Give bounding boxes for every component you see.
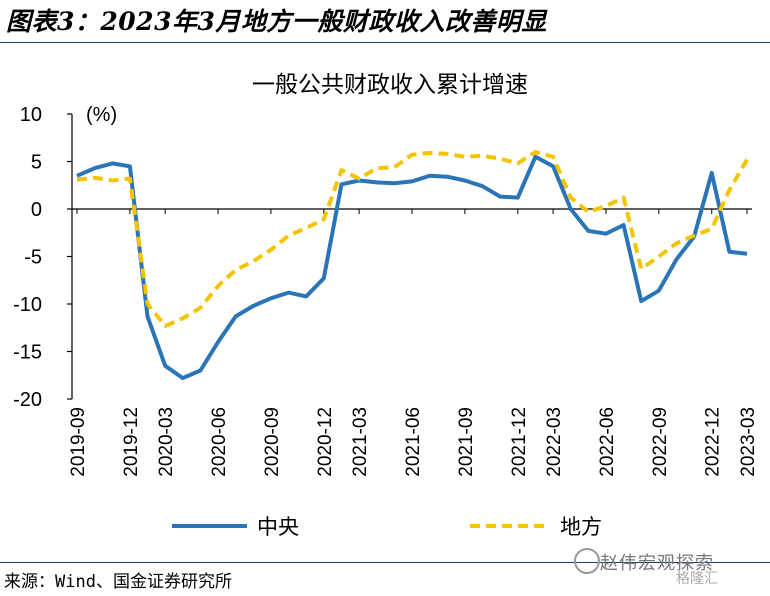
line-chart: 一般公共财政收入累计增速 (%) 10 5 0 -5 -10 -15 -20 2019-09… — [13, 72, 759, 539]
source-note: 来源：Wind、国金证券研究所 — [4, 572, 232, 592]
x-tick-label: 2021-09 — [456, 407, 477, 477]
figure-title: 图表3：2023年3月地方一般财政收入改善明显 — [6, 7, 547, 36]
x-tick-label: 2019-12 — [121, 407, 142, 477]
x-tick-label: 2022-12 — [703, 407, 724, 477]
series-line-local — [76, 150, 749, 328]
wechat-icon — [574, 548, 600, 574]
watermark-small: 格隆汇 — [676, 571, 718, 587]
x-tick-label: 2020-03 — [156, 407, 177, 477]
x-tick-label: 2021-12 — [509, 407, 530, 477]
x-tick-label: 2020-06 — [209, 407, 230, 477]
y-tick-label: 0 — [31, 199, 42, 221]
x-tick-label: 2020-09 — [262, 407, 283, 477]
watermark: 赵伟宏观探索 — [600, 553, 714, 574]
y-tick-label: -15 — [13, 342, 42, 364]
y-tick-label: -5 — [24, 247, 42, 269]
chart-title: 一般公共财政收入累计增速 — [252, 72, 528, 98]
y-tick-label: 10 — [20, 104, 42, 126]
series-line-central — [76, 154, 748, 381]
legend-label-central: 中央 — [257, 515, 299, 539]
x-tick-label: 2023-03 — [738, 407, 759, 477]
x-tick-label: 2022-09 — [650, 407, 671, 477]
header-rule — [0, 42, 770, 43]
y-unit-label: (%) — [86, 104, 117, 126]
x-tick-label: 2020-12 — [315, 407, 336, 477]
legend-label-local: 地方 — [560, 515, 602, 539]
x-tick-label: 2019-09 — [68, 407, 89, 477]
x-tick-label: 2022-03 — [544, 407, 565, 477]
y-tick-label: 5 — [31, 152, 42, 174]
y-tick-label: -10 — [13, 294, 42, 316]
footer-rule — [0, 562, 770, 563]
x-tick-label: 2021-06 — [403, 407, 424, 477]
y-tick-label: -20 — [13, 389, 42, 411]
x-tick-label: 2022-06 — [597, 407, 618, 477]
x-tick-label: 2021-03 — [350, 407, 371, 477]
